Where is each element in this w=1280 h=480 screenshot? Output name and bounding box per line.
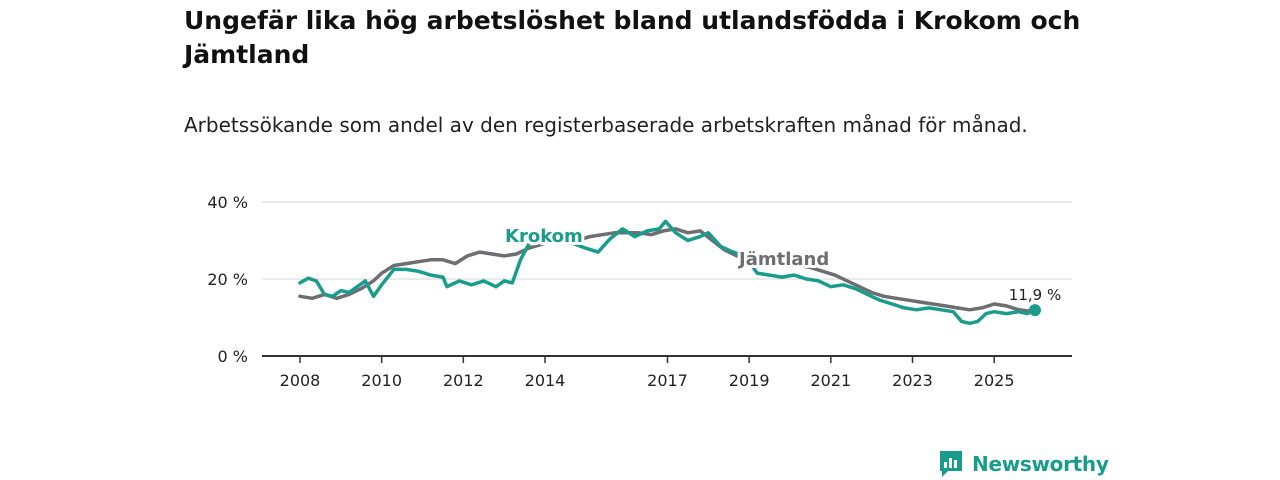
newsworthy-logo-icon bbox=[940, 451, 962, 477]
x-tick-label: 2021 bbox=[810, 371, 851, 390]
x-tick-label: 2025 bbox=[974, 371, 1015, 390]
brand-name: Newsworthy bbox=[972, 452, 1109, 476]
series-line-krokom bbox=[298, 219, 1037, 326]
krokom-end-point bbox=[1029, 304, 1041, 317]
y-axis-labels: 0 % 20 % 40 % bbox=[207, 193, 248, 366]
x-tick-label: 2023 bbox=[892, 371, 933, 390]
y-tick-label: 40 % bbox=[207, 193, 248, 212]
x-tick-label: 2014 bbox=[525, 371, 566, 390]
series-label-krokom: Krokom bbox=[505, 226, 583, 247]
x-tick-label: 2019 bbox=[729, 371, 770, 390]
end-value-label: 11,9 % bbox=[1009, 286, 1061, 304]
chart-subtitle: Arbetssökande som andel av den registerb… bbox=[184, 113, 1028, 137]
series-label-jamtland: Jämtland bbox=[737, 249, 829, 270]
series-label-jamtland-halo: Jämtland bbox=[737, 249, 829, 270]
x-axis-labels: 2008 2010 2012 2014 2017 2019 2021 2023 2025 bbox=[280, 356, 1015, 390]
y-tick-label: 20 % bbox=[207, 270, 248, 289]
series-line-jamtland bbox=[298, 227, 1037, 314]
series-label-krokom-halo: Krokom bbox=[505, 226, 583, 247]
x-tick-label: 2008 bbox=[280, 371, 321, 390]
chart-title: Ungefär lika hög arbetslöshet bland utla… bbox=[184, 6, 1081, 69]
y-tick-label: 0 % bbox=[218, 347, 248, 366]
series-lines bbox=[298, 219, 1041, 326]
x-tick-label: 2012 bbox=[443, 371, 484, 390]
x-tick-label: 2010 bbox=[361, 371, 402, 390]
x-tick-label: 2017 bbox=[647, 371, 688, 390]
brand-logo[interactable]: Newsworthy bbox=[938, 449, 1109, 479]
